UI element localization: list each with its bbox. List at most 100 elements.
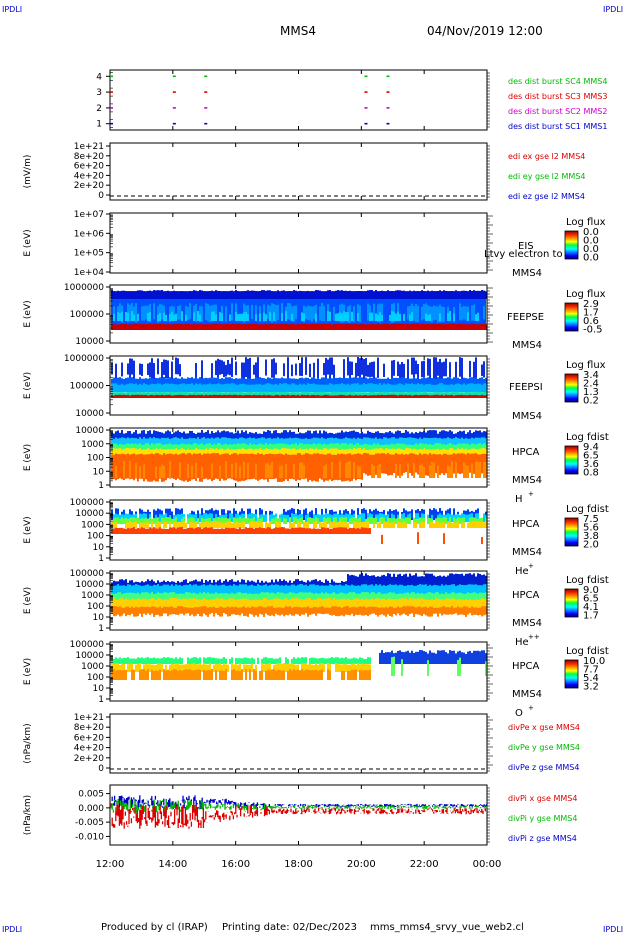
feepse-panel-colorbar-tick: 1.7 xyxy=(583,307,599,318)
hpca-hepp-panel-pixel-column xyxy=(339,599,341,609)
feepse-panel-pixel-column xyxy=(399,313,401,321)
hpca-he-panel-pixel-column xyxy=(115,517,117,524)
feepse-panel-pixel-column xyxy=(299,290,301,299)
hpca-hepp-panel-pixel-column xyxy=(275,607,277,614)
hpca-h-panel-pixel-column xyxy=(371,454,373,473)
hpca-h-panel-pixel-column xyxy=(171,433,173,440)
hpca-h-panel-pixel-column xyxy=(127,453,129,479)
hpca-he-panel-pixel-column xyxy=(443,517,445,524)
hpca-h-panel-pixel-column xyxy=(271,443,273,450)
feepsi-panel-pixel-column xyxy=(407,395,409,398)
hpca-hepp-panel-colorbar xyxy=(564,588,579,618)
hpca-h-panel-pixel-column xyxy=(457,438,459,446)
hpca-he-panel-pixel-column xyxy=(141,527,143,534)
hpca-hepp-panel-pixel-column xyxy=(201,599,203,609)
hpca-h-panel-pixel-column xyxy=(261,437,263,446)
hpca-h-panel-pixel-column xyxy=(463,430,465,440)
feepsi-panel-pixel-column xyxy=(289,392,291,395)
hpca-he-panel-pixel-column xyxy=(413,522,415,528)
hpca-hepp-panel-pixel-column xyxy=(397,585,399,595)
feepse-panel-pixel-column xyxy=(319,306,321,321)
feepsi-panel-pixel-column xyxy=(235,361,237,376)
hpca-hepp-panel-pixel-column xyxy=(319,606,321,614)
hpca-o-panel-pixel-column xyxy=(197,669,199,680)
hpca-h-panel-pixel-column xyxy=(153,430,155,440)
hpca-hepp-panel-pixel-column xyxy=(119,592,121,601)
hpca-he-panel-pixel-column xyxy=(299,527,301,534)
hpca-h-panel-pixel-column xyxy=(463,462,465,478)
hpca-hepp-panel-pixel-column xyxy=(263,607,265,617)
hpca-o-panel-pixel-column xyxy=(113,669,115,680)
hpca-hepp-panel-pixel-column xyxy=(353,598,355,609)
feepsi-panel-pixel-column xyxy=(231,392,233,395)
feepsi-panel-pixel-column xyxy=(135,378,137,386)
hpca-hepp-panel-pixel-column xyxy=(179,593,181,601)
feepsi-panel-pixel-column xyxy=(439,383,441,392)
hpca-h-panel-pixel-column xyxy=(425,432,427,440)
feepsi-panel-pixel-column xyxy=(167,360,169,379)
hpca-h-panel-pixel-column xyxy=(417,444,419,450)
hpca-o-panel-pixel-column xyxy=(145,657,147,664)
hpca-hepp-panel-pixel-column xyxy=(341,592,343,601)
hpca-hepp-panel-pixel-column xyxy=(349,592,351,601)
hpca-h-panel-pixel-column xyxy=(195,443,197,450)
feepsi-panel-pixel-column xyxy=(275,391,277,395)
hpca-h-panel-pixel-column xyxy=(243,443,245,450)
hpca-hepp-panel-pixel-column xyxy=(157,584,159,595)
hpca-he-panel-colorbar-tick: 7.5 xyxy=(583,514,599,525)
hpca-hepp-panel-pixel-column xyxy=(379,584,381,595)
hpca-hepp-panel-pixel-column xyxy=(117,592,119,601)
hpca-hepp-panel-pixel-column xyxy=(389,584,391,595)
hpca-o-panel-pixel-column xyxy=(139,670,141,680)
hpca-h-panel-pixel-column xyxy=(423,466,425,478)
hpca-hepp-panel-pixel-column xyxy=(221,592,223,601)
hpca-hepp-panel-pixel-column xyxy=(455,599,457,609)
hpca-h-panel-pixel-column xyxy=(421,443,423,450)
feepsi-panel-pixel-column xyxy=(435,394,437,398)
feepse-panel-pixel-column xyxy=(183,324,185,330)
hpca-hepp-panel-pixel-column xyxy=(291,607,293,616)
hpca-o-panel-pixel-column xyxy=(237,664,239,672)
feepse-panel-pixel-column xyxy=(469,290,471,299)
hpca-he-panel-pixel-column xyxy=(339,527,341,534)
hpca-h-panel-pixel-column xyxy=(353,437,355,446)
feepse-panel-pixel-column xyxy=(279,323,281,330)
feepsi-panel-pixel-column xyxy=(193,384,195,392)
feepse-panel-pixel-column xyxy=(215,290,217,299)
hpca-he-panel-pixel-column xyxy=(157,517,159,524)
hpca-hepp-panel-pixel-column xyxy=(225,592,227,601)
hpca-he-panel-pixel-column xyxy=(481,537,483,544)
feepse-panel-pixel-column xyxy=(251,290,253,299)
hpca-hepp-panel-pixel-column xyxy=(379,592,381,601)
hpca-h-panel-pixel-column xyxy=(119,454,121,479)
hpca-o-panel-pixel-column xyxy=(191,663,193,672)
feepsi-panel-pixel-column xyxy=(233,378,235,386)
hpca-he-panel-pixel-column xyxy=(367,521,369,528)
hpca-he-panel-pixel-column xyxy=(483,522,485,528)
hpca-hepp-panel-pixel-column xyxy=(219,585,221,595)
hpca-hepp-panel-pixel-column xyxy=(269,599,271,609)
hpca-h-panel-pixel-column xyxy=(377,438,379,446)
hpca-he-panel-pixel-column xyxy=(201,528,203,534)
hpca-hepp-panel-pixel-column xyxy=(361,606,363,616)
feepse-panel-pixel-column xyxy=(357,291,359,299)
hpca-he-panel-pixel-column xyxy=(377,522,379,528)
feepsi-panel-pixel-column xyxy=(345,395,347,398)
feepse-panel-pixel-column xyxy=(439,290,441,299)
hpca-he-panel-pixel-column xyxy=(155,522,157,528)
feepse-panel-colorbar-tick: 0.6 xyxy=(583,316,599,327)
feepse-panel-pixel-column xyxy=(273,303,275,320)
hpca-h-panel-pixel-column xyxy=(217,453,219,480)
hpca-hepp-panel-pixel-column xyxy=(385,599,387,609)
feepsi-panel-pixel-column xyxy=(231,395,233,398)
hpca-he-panel-pixel-column xyxy=(319,514,321,522)
feepsi-panel-pixel-column xyxy=(117,392,119,395)
hpca-h-panel-pixel-column xyxy=(169,443,171,450)
hpca-hepp-panel-pixel-column xyxy=(127,584,129,595)
hpca-h-panel-pixel-column xyxy=(179,431,181,440)
hpca-o-panel-pixel-column xyxy=(311,670,313,680)
feepsi-panel-pixel-column xyxy=(209,392,211,395)
hpca-h-panel-pixel-column xyxy=(317,449,319,455)
hpca-hepp-panel-pixel-column xyxy=(461,573,463,589)
hpca-he-panel-pixel-column xyxy=(429,522,431,528)
